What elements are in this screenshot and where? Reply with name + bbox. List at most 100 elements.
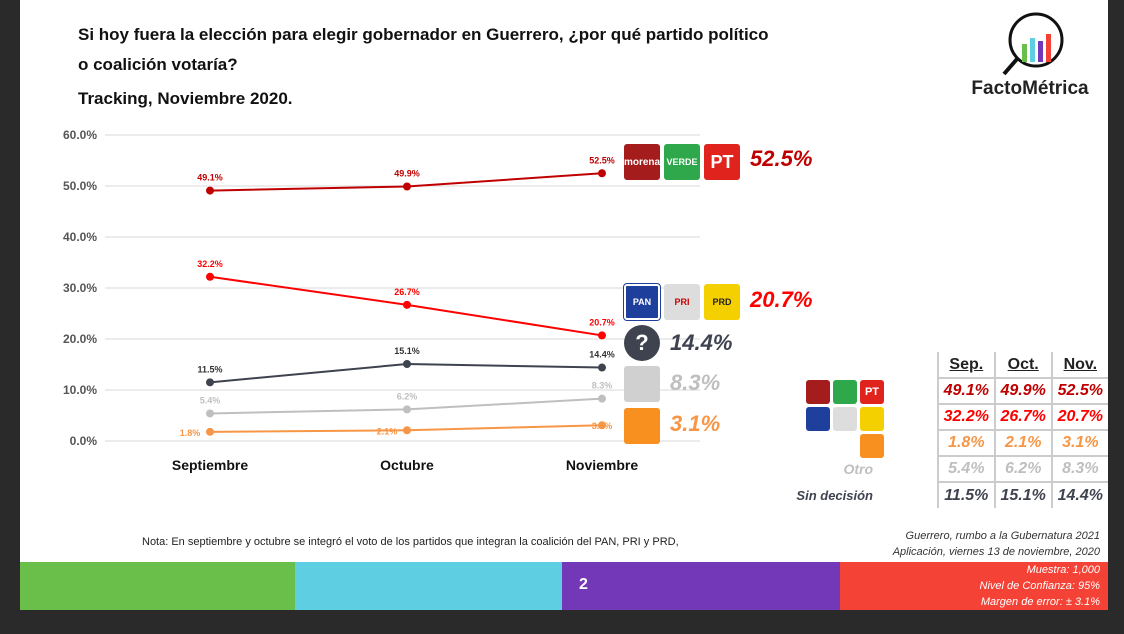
data-point bbox=[206, 272, 214, 281]
data-label: 49.1% bbox=[197, 173, 223, 183]
page-number: 2 bbox=[579, 576, 588, 593]
data-point bbox=[403, 405, 411, 414]
table-cell: 49.9% bbox=[993, 377, 1052, 404]
row-label-sin-decision: Sin decisión bbox=[796, 488, 873, 503]
data-label: 20.7% bbox=[589, 317, 615, 327]
morena-logo: morena bbox=[624, 144, 660, 180]
footer-bar-purple: 2 bbox=[562, 562, 840, 610]
data-point bbox=[598, 169, 606, 178]
verde-logo-small bbox=[833, 380, 857, 404]
table-cell: 2.1% bbox=[993, 429, 1052, 456]
pan-logo-small bbox=[806, 407, 830, 431]
data-point bbox=[598, 394, 606, 403]
data-point bbox=[403, 300, 411, 309]
morena-end-label: 52.5% bbox=[750, 146, 813, 171]
summary-table: Sep. Oct. Nov. 49.1% 49.9% 52.5% 32.2% 26.7% 20… bbox=[906, 352, 1108, 508]
y-tick-label: 20.0% bbox=[63, 332, 97, 346]
col-header: Nov. bbox=[1050, 352, 1108, 378]
x-tick-label: Septiembre bbox=[172, 457, 248, 473]
data-point bbox=[206, 378, 214, 387]
mc-logo-small bbox=[860, 434, 884, 458]
data-point bbox=[598, 363, 606, 372]
col-header: Oct. bbox=[993, 352, 1052, 378]
magnifier-chart-icon bbox=[1002, 12, 1064, 76]
data-point bbox=[598, 331, 606, 340]
pri-logo: PRI bbox=[664, 284, 700, 320]
data-label: 15.1% bbox=[394, 346, 420, 356]
x-tick-label: Noviembre bbox=[566, 457, 639, 473]
pt-logo-small: PT bbox=[860, 380, 884, 404]
y-tick-label: 40.0% bbox=[63, 230, 97, 244]
source-line2: Aplicación, viernes 13 de noviembre, 202… bbox=[892, 546, 1100, 558]
brand-name: FactoMétrica bbox=[971, 78, 1089, 99]
slide: Si hoy fuera la elección para elegir gob… bbox=[20, 0, 1108, 610]
data-label: 11.5% bbox=[197, 364, 222, 374]
data-point bbox=[206, 427, 214, 436]
mc-logo bbox=[624, 408, 660, 444]
data-point bbox=[598, 421, 606, 430]
prd-logo-small bbox=[860, 407, 884, 431]
table-cell: 3.1% bbox=[1050, 429, 1108, 456]
table-cell: 49.1% bbox=[936, 377, 995, 404]
line-chart: 0.0% 10.0% 20.0% 30.0% 40.0% 50.0% 60.0% Septie… bbox=[63, 128, 700, 473]
table-cell: 20.7% bbox=[1050, 403, 1108, 430]
title: Si hoy fuera la elección para elegir gob… bbox=[78, 25, 769, 44]
table-row: 11.5% 15.1% 14.4% bbox=[906, 481, 1108, 508]
table-row: 5.4% 6.2% 8.3% bbox=[906, 455, 1108, 482]
data-point bbox=[206, 186, 214, 195]
otro-end-label: 8.3% bbox=[670, 370, 721, 395]
footer-bar-cyan bbox=[295, 562, 562, 610]
footer-bar-green bbox=[20, 562, 295, 610]
table-cell: 8.3% bbox=[1050, 455, 1108, 482]
table-cell: 15.1% bbox=[993, 481, 1052, 508]
pan-end-label: 20.7% bbox=[750, 287, 813, 312]
table-row: 32.2% 26.7% 20.7% bbox=[906, 403, 1108, 430]
y-tick-label: 10.0% bbox=[63, 383, 97, 397]
table-cell: 6.2% bbox=[993, 455, 1052, 482]
data-point bbox=[403, 182, 411, 191]
y-tick-label: 30.0% bbox=[63, 281, 97, 295]
table-cell: 26.7% bbox=[993, 403, 1052, 430]
table-cell: 11.5% bbox=[936, 481, 995, 508]
y-tick-label: 0.0% bbox=[70, 434, 98, 448]
morena-logo-small bbox=[806, 380, 830, 404]
col-header: Sep. bbox=[936, 352, 995, 378]
source-line1: Guerrero, rumbo a la Gubernatura 2021 bbox=[905, 530, 1100, 542]
data-label: 2.1% bbox=[377, 426, 398, 436]
mc-end-label: 3.1% bbox=[670, 411, 721, 436]
verde-logo: VERDE bbox=[664, 144, 700, 180]
person-silhouette-icon bbox=[624, 366, 660, 402]
data-label: 49.9% bbox=[394, 169, 420, 179]
data-label: 52.5% bbox=[589, 155, 615, 165]
subtitle: Tracking, Noviembre 2020. bbox=[78, 89, 293, 108]
prd-logo: PRD bbox=[704, 284, 740, 320]
data-label: 26.7% bbox=[394, 287, 420, 297]
y-tick-label: 60.0% bbox=[63, 128, 97, 142]
pan-logo: PAN bbox=[623, 283, 661, 321]
data-point bbox=[206, 409, 214, 418]
footnote: Nota: En septiembre y octubre se integró… bbox=[142, 536, 679, 548]
table-cell: 1.8% bbox=[936, 429, 995, 456]
nivel-confianza: Nivel de Confianza: 95% bbox=[979, 580, 1100, 592]
question-icon: ? bbox=[624, 325, 660, 361]
table-cell: 32.2% bbox=[936, 403, 995, 430]
title-line2: o coalición votaría? bbox=[78, 55, 238, 74]
muestra: Muestra: 1,000 bbox=[1026, 564, 1100, 576]
data-label: 32.2% bbox=[197, 259, 223, 269]
data-label: 1.8% bbox=[180, 428, 201, 438]
table-cell: 14.4% bbox=[1050, 481, 1108, 508]
data-point bbox=[403, 359, 411, 368]
table-cell: 52.5% bbox=[1050, 377, 1108, 404]
data-point bbox=[403, 426, 411, 435]
data-label: 8.3% bbox=[592, 381, 613, 391]
table-cell: 5.4% bbox=[936, 455, 995, 482]
data-label: 14.4% bbox=[589, 350, 615, 360]
factometrica-logo: FactoMétrica bbox=[960, 8, 1100, 103]
x-tick-label: Octubre bbox=[380, 457, 434, 473]
pt-logo: PT bbox=[704, 144, 740, 180]
margen-error: Margen de error: ± 3.1% bbox=[980, 596, 1100, 608]
data-label: 6.2% bbox=[397, 391, 418, 401]
pri-logo-small bbox=[833, 407, 857, 431]
data-label: 5.4% bbox=[200, 395, 221, 405]
table-row: 49.1% 49.9% 52.5% bbox=[906, 377, 1108, 404]
